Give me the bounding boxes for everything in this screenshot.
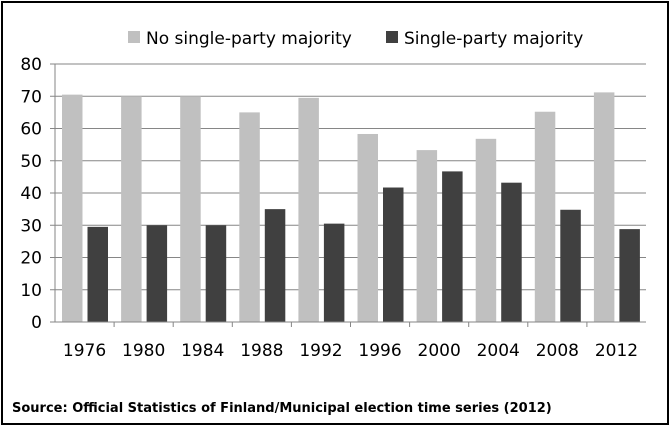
y-tick-label: 30 bbox=[20, 216, 42, 236]
x-tick-label: 1984 bbox=[181, 341, 224, 361]
y-axis-ticks: 0 10 20 30 40 50 60 70 80 bbox=[20, 55, 55, 333]
x-tick-label: 2012 bbox=[595, 341, 638, 361]
bars bbox=[62, 92, 640, 322]
y-tick-label: 20 bbox=[20, 249, 42, 269]
x-axis-ticks: 1976 1980 1984 1988 1992 1996 2000 2004 2008 2012 bbox=[63, 322, 638, 361]
bar-no-majority-1980 bbox=[121, 96, 142, 322]
bar-no-majority-1976 bbox=[62, 94, 83, 322]
x-tick-label: 2000 bbox=[418, 341, 461, 361]
y-tick-label: 60 bbox=[20, 120, 42, 140]
bar-no-majority-2004 bbox=[475, 138, 497, 322]
bar-no-majority-2012 bbox=[593, 92, 615, 322]
x-tick-label: 1992 bbox=[299, 341, 342, 361]
bar-no-majority-2000 bbox=[416, 150, 438, 322]
bar-majority-1984 bbox=[205, 225, 227, 322]
bar-majority-2008 bbox=[560, 209, 581, 322]
y-tick-label: 50 bbox=[20, 152, 42, 172]
source-note: Source: Official Statistics of Finland/M… bbox=[12, 401, 552, 416]
y-tick-label: 10 bbox=[20, 281, 42, 301]
bar-majority-1980 bbox=[146, 225, 168, 322]
bar-majority-1996 bbox=[383, 187, 404, 322]
bar-no-majority-1996 bbox=[357, 133, 378, 322]
bar-no-majority-1984 bbox=[180, 96, 201, 322]
bar-no-majority-1992 bbox=[298, 97, 319, 322]
x-tick-label: 1996 bbox=[358, 341, 401, 361]
legend-swatch-no-majority bbox=[128, 31, 140, 43]
bar-majority-1976 bbox=[87, 226, 108, 322]
x-tick-label: 2004 bbox=[477, 341, 520, 361]
bar-majority-2000 bbox=[442, 171, 463, 322]
bar-majority-2012 bbox=[619, 229, 640, 322]
y-tick-label: 70 bbox=[20, 87, 42, 107]
bar-majority-1992 bbox=[323, 223, 345, 322]
x-tick-label: 1980 bbox=[122, 341, 165, 361]
bar-no-majority-2008 bbox=[534, 111, 556, 322]
legend: No single-party majority Single-party ma… bbox=[128, 29, 583, 49]
gridlines bbox=[55, 63, 646, 323]
y-tick-label: 0 bbox=[31, 313, 42, 333]
y-tick-label: 80 bbox=[20, 55, 42, 75]
legend-swatch-majority bbox=[386, 31, 398, 43]
legend-label-majority: Single-party majority bbox=[404, 29, 583, 49]
bar-no-majority-1988 bbox=[239, 112, 260, 322]
x-tick-label: 1976 bbox=[63, 341, 106, 361]
bar-majority-2004 bbox=[501, 182, 522, 322]
y-tick-label: 40 bbox=[20, 184, 42, 204]
legend-label-no-majority: No single-party majority bbox=[146, 29, 352, 49]
x-tick-label: 1988 bbox=[240, 341, 283, 361]
bar-majority-1988 bbox=[264, 209, 286, 322]
x-tick-label: 2008 bbox=[536, 341, 579, 361]
